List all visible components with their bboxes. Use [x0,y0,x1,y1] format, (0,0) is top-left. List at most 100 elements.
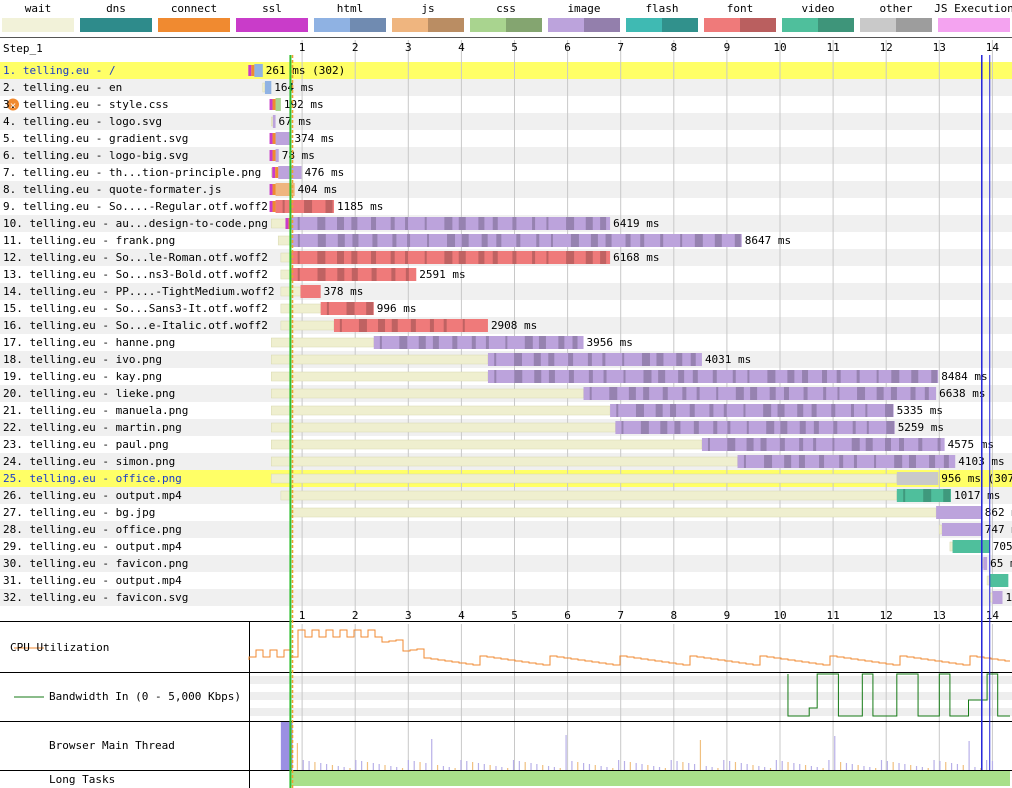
download-chunk [802,370,809,383]
request-duration: 1185 ms [337,200,383,213]
request-label: 8. telling.eu - quote-formater.js [3,183,222,196]
request-label: 22. telling.eu - martin.png [3,421,182,434]
bandwidth-grid-band [249,692,1012,700]
main-thread-tick [460,760,462,770]
ssl-segment [269,201,273,212]
download-chunk [297,234,300,247]
request-label: 9. telling.eu - So....-Regular.otf.woff2 [3,200,268,213]
main-thread-tick [489,765,491,770]
download-chunk [635,404,644,417]
main-thread-tick [816,767,818,770]
request-row: 17. telling.eu - hanne.png 3956 ms [3,336,633,349]
download-chunk [458,251,466,264]
main-thread-tick [314,762,316,770]
ssl-segment [285,218,289,229]
download-chunk [891,370,900,383]
download-chunk [297,268,300,281]
download-chunk [585,251,593,264]
request-duration: 705 ms [993,540,1012,553]
download-chunk [337,217,345,230]
row-band [0,181,1012,198]
download-chunk [760,438,767,451]
main-thread-tick [343,767,345,770]
main-thread-tick [635,763,637,770]
main-thread-tick [565,735,567,770]
download-chunk [640,421,649,434]
download-chunk [317,217,326,230]
main-thread-tick [991,761,994,770]
download-chunk [516,234,521,247]
request-duration: 4575 ms [948,438,994,451]
download-chunk [836,370,841,383]
row-band [0,317,1012,334]
download-chunk [427,234,430,247]
main-thread-tick [857,765,859,770]
download-chunk [622,353,625,366]
request-row: 32. telling.eu - favicon.svg 194 ms [3,591,1012,604]
download-chunk [670,404,677,417]
download-chunk [890,387,897,400]
main-thread-tick [372,763,374,770]
main-thread-tick [495,766,497,770]
wait-bar [280,303,321,314]
main-thread-tick [594,765,596,770]
request-row: 10. telling.eu - au...design-to-code.png… [3,217,659,230]
download-chunk [918,438,923,451]
download-chunk [784,455,792,468]
download-chunk [886,421,895,434]
main-thread-tick [436,765,439,770]
download-chunk [903,489,906,502]
download-bar [275,183,295,196]
request-row: 31. telling.eu - output.mp4350 ms [3,574,1012,587]
main-thread-tick [705,766,707,770]
bandwidth-grid-band [249,676,1012,684]
download-chunk [534,370,542,383]
request-duration: 4031 ms [705,353,751,366]
main-thread-tick [390,766,392,770]
download-chunk [746,438,754,451]
main-thread-tick [477,763,480,770]
wait-bar [280,490,898,501]
request-rows: 1. telling.eu - / 261 ms (302) 2. telling.… [3,64,1012,604]
request-duration: 8484 ms [941,370,987,383]
request-duration: 65 ms [990,557,1012,570]
download-bar [583,387,937,400]
main-thread-tick [688,763,690,770]
request-duration: 476 ms [305,166,345,179]
download-chunk [532,251,536,264]
download-chunk [694,234,703,247]
row-band [0,521,1012,538]
time-axis-top: 1 2 3 4 5 6 7 8 9 10 11 12 13 14 [299,41,1000,54]
row-band [0,555,1012,572]
main-thread-tick [740,763,742,770]
time-tick-label: 3 [405,41,412,54]
main-thread-tick [366,762,369,770]
download-chunk [548,370,555,383]
time-tick-label: 6 [564,41,571,54]
main-thread-tick [623,761,626,770]
request-row: 5. telling.eu - gradient.svg 374 ms [3,132,334,145]
download-chunk [727,421,731,434]
download-chunk [304,200,313,213]
request-row: 28. telling.eu - office.png 747 ms [3,523,1012,536]
bandwidth-in-label: Bandwidth In (0 - 5,000 Kbps) [49,690,241,703]
download-chunk [692,370,698,383]
request-duration: 194 ms [1005,591,1012,604]
request-label: 2. telling.eu - en [3,81,122,94]
download-chunk [566,217,575,230]
main-thread-tick [915,766,918,770]
download-chunk [689,404,695,417]
ssl-segment [248,65,252,76]
main-thread-tick [764,767,766,770]
wait-bar [280,320,335,331]
request-label: 14. telling.eu - PP....-TightMedium.woff… [3,285,275,298]
wait-bar [271,371,489,382]
download-chunk [452,336,458,349]
metric-panels [0,621,1012,788]
request-row: 1. telling.eu - / 261 ms (302) [3,64,345,77]
download-chunk [378,319,386,332]
time-tick-label: 2 [352,609,359,622]
legend-swatch-download [662,18,698,32]
time-tick-label: 1 [299,609,306,622]
download-bar [275,132,292,145]
